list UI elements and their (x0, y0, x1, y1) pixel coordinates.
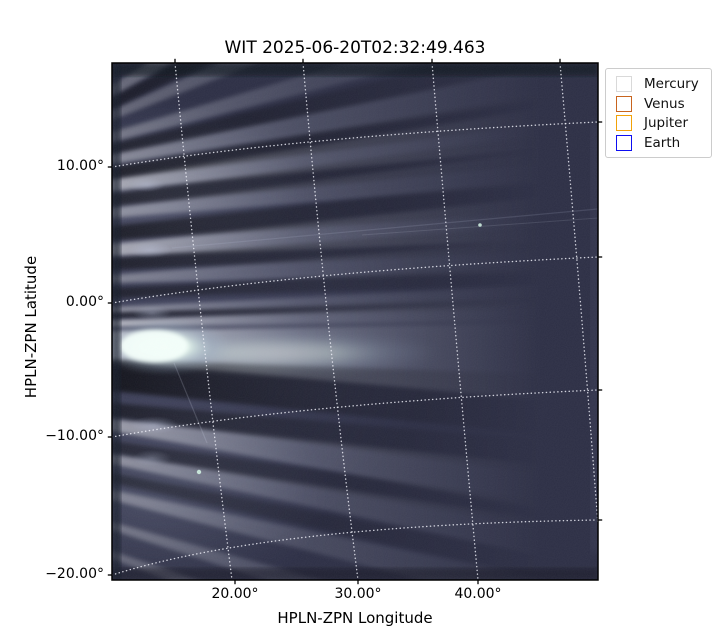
plot-title: WIT 2025-06-20T02:32:49.463 (224, 38, 486, 58)
star-dot (478, 223, 482, 227)
y-axis-label: HPLN-ZPN Latitude (22, 255, 40, 399)
y-tick-label: −20.00° (45, 566, 104, 582)
star-dot (196, 469, 202, 475)
x-tick-label: 20.00° (211, 586, 259, 602)
y-tick-label: −10.00° (45, 428, 104, 444)
legend-label: Venus (644, 95, 685, 112)
y-tick-label: 0.00° (65, 294, 104, 310)
x-tick-label: 40.00° (454, 586, 502, 602)
y-tick-label: 10.00° (56, 158, 104, 174)
x-axis-label: HPLN-ZPN Longitude (277, 609, 433, 627)
legend: Mercury Venus Jupiter Earth (605, 68, 712, 158)
legend-item-earth: Earth (606, 133, 711, 153)
legend-item-jupiter: Jupiter (606, 113, 711, 133)
legend-label: Earth (644, 134, 681, 151)
legend-swatch-mercury (616, 75, 632, 92)
legend-item-mercury: Mercury (606, 74, 711, 94)
legend-label: Mercury (644, 75, 699, 92)
coronagraph-image (112, 63, 598, 580)
legend-swatch-jupiter (616, 115, 632, 132)
image-svg (112, 63, 598, 580)
x-tick-label: 30.00° (334, 586, 382, 602)
sensor-grain (112, 63, 598, 580)
legend-item-venus: Venus (606, 94, 711, 114)
legend-label: Jupiter (644, 115, 689, 132)
legend-swatch-earth (616, 134, 632, 151)
legend-swatch-venus (616, 95, 632, 112)
